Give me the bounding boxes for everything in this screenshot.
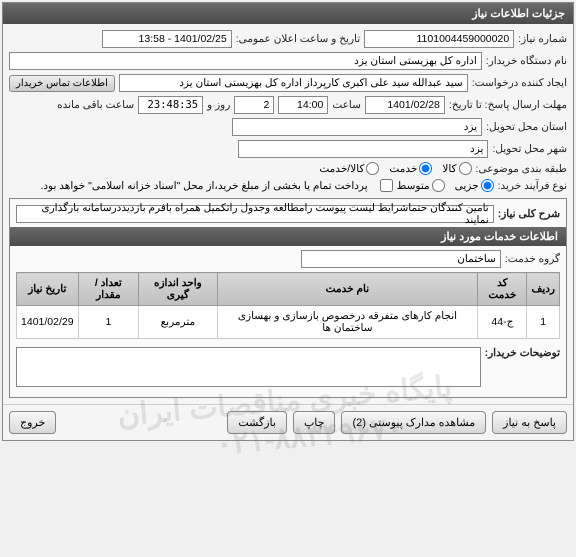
- radio-both-input[interactable]: [366, 162, 379, 175]
- need-no-field: 1101004459000020: [364, 30, 514, 48]
- td-2: انجام کارهای متفرقه درخصوص بازسازی و بهس…: [217, 306, 478, 339]
- remain-label: ساعت باقی مانده: [57, 99, 134, 111]
- reply-button[interactable]: پاسخ به نیاز: [492, 411, 567, 434]
- days-remain-field: 2: [234, 96, 274, 114]
- panel-title: جزئیات اطلاعات نیاز: [3, 3, 573, 24]
- process-type-group: جزیی متوسط: [397, 179, 494, 192]
- th-5: تاریخ نیاز: [17, 273, 79, 306]
- deadline-date-field: 1401/02/28: [365, 96, 445, 114]
- announce-field: 1401/02/25 - 13:58: [102, 30, 232, 48]
- contact-info-button[interactable]: اطلاعات تماس خریدار: [9, 75, 115, 92]
- radio-small[interactable]: جزیی: [455, 179, 494, 192]
- need-no-label: شماره نیاز:: [518, 33, 567, 45]
- radio-service-input[interactable]: [419, 162, 432, 175]
- buyer-org-field: اداره کل بهزیستی استان یزد: [9, 52, 482, 70]
- time-label-1: ساعت: [332, 99, 361, 111]
- process-type-label: نوع فرآیند خرید:: [498, 180, 567, 192]
- services-header: اطلاعات خدمات مورد نیاز: [10, 227, 566, 246]
- service-group-field: ساختمان: [301, 250, 501, 268]
- payment-check[interactable]: [380, 179, 393, 192]
- radio-service[interactable]: خدمت: [389, 162, 432, 175]
- main-desc-field: تامین کنندگان حتماشرایط لیست پیوست رامطا…: [16, 205, 494, 223]
- radio-goods-input[interactable]: [459, 162, 472, 175]
- deadline-label: مهلت ارسال پاسخ: تا تاریخ:: [449, 99, 567, 111]
- panel-body: شماره نیاز: 1101004459000020 تاریخ و ساع…: [3, 24, 573, 404]
- spacer: [62, 411, 221, 434]
- province-label: استان محل تحویل:: [486, 121, 567, 133]
- td-5: 1401/02/29: [17, 306, 79, 339]
- city-field: یزد: [238, 140, 488, 158]
- requester-label: ایجاد کننده درخواست:: [472, 77, 567, 89]
- countdown-field: 23:48:35: [138, 96, 203, 114]
- radio-service-label: خدمت: [389, 163, 417, 175]
- requester-field: سید عبدالله سید علی اکبری کارپرداز اداره…: [119, 74, 468, 92]
- radio-goods-label: کالا: [442, 163, 456, 175]
- radio-goods[interactable]: کالا: [442, 162, 471, 175]
- table-header-row: ردیف کد خدمت نام خدمت واحد اندازه گیری ت…: [17, 273, 560, 306]
- radio-medium-input[interactable]: [432, 179, 445, 192]
- buyer-notes-label: توضیحات خریدار:: [485, 347, 560, 359]
- th-0: ردیف: [527, 273, 560, 306]
- radio-small-input[interactable]: [481, 179, 494, 192]
- main-desc-label: شرح کلی نیاز:: [498, 208, 560, 220]
- radio-both-label: کالا/خدمت: [319, 163, 364, 175]
- radio-small-label: جزیی: [455, 180, 479, 192]
- announce-label: تاریخ و ساعت اعلان عمومی:: [236, 33, 360, 45]
- th-1: کد خدمت: [478, 273, 527, 306]
- print-button[interactable]: چاپ: [293, 411, 336, 434]
- back-button[interactable]: بازگشت: [227, 411, 287, 434]
- services-table: ردیف کد خدمت نام خدمت واحد اندازه گیری ت…: [16, 272, 560, 339]
- subject-type-group: کالا خدمت کالا/خدمت: [319, 162, 471, 175]
- table-row: 1 ج-44 انجام کارهای متفرقه درخصوص بازساز…: [17, 306, 560, 339]
- payment-note: پرداخت تمام یا بخشی از مبلغ خرید،از محل …: [40, 180, 367, 192]
- buyer-org-label: نام دستگاه خریدار:: [486, 55, 567, 67]
- radio-medium-label: متوسط: [397, 180, 430, 192]
- radio-medium[interactable]: متوسط: [397, 179, 445, 192]
- radio-both[interactable]: کالا/خدمت: [319, 162, 379, 175]
- subject-type-label: طبقه بندی موضوعی:: [476, 163, 567, 175]
- th-2: نام خدمت: [217, 273, 478, 306]
- days-label: روز و: [207, 99, 230, 111]
- footer-buttons: پاسخ به نیاز مشاهده مدارک پیوستی (2) چاپ…: [3, 404, 573, 440]
- province-field: یزد: [232, 118, 482, 136]
- details-panel: جزئیات اطلاعات نیاز شماره نیاز: 11010044…: [2, 2, 574, 441]
- service-group-label: گروه خدمت:: [505, 253, 560, 265]
- th-3: واحد اندازه گیری: [139, 273, 217, 306]
- td-3: مترمربع: [139, 306, 217, 339]
- attachments-button[interactable]: مشاهده مدارک پیوستی (2): [341, 411, 486, 434]
- th-4: تعداد / مقدار: [78, 273, 139, 306]
- city-label: شهر محل تحویل:: [492, 143, 567, 155]
- td-0: 1: [527, 306, 560, 339]
- buyer-notes-box: [16, 347, 481, 387]
- deadline-time-field: 14:00: [278, 96, 328, 114]
- desc-section: شرح کلی نیاز: تامین کنندگان حتماشرایط لی…: [9, 198, 567, 398]
- td-4: 1: [78, 306, 139, 339]
- payment-checkbox[interactable]: [380, 179, 393, 192]
- td-1: ج-44: [478, 306, 527, 339]
- exit-button[interactable]: خروج: [9, 411, 56, 434]
